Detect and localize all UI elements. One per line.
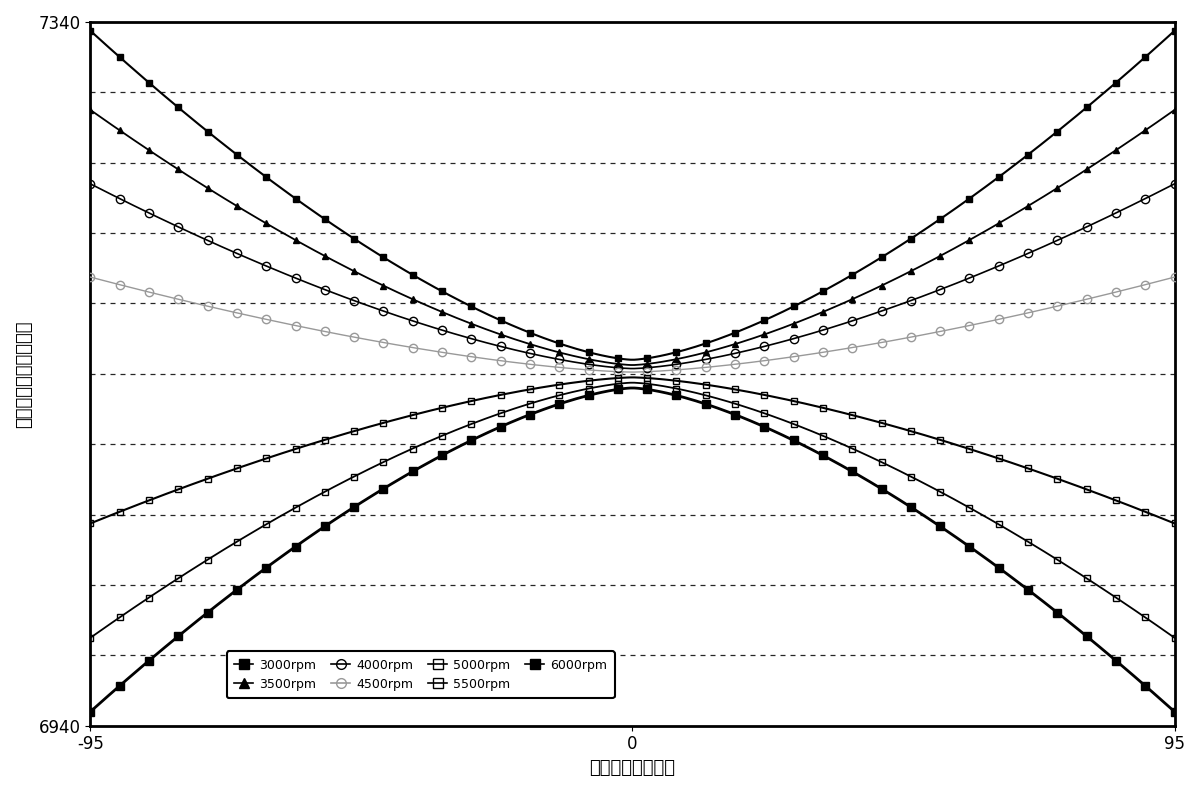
Y-axis label: 光阻胶层的厚度（埃）: 光阻胶层的厚度（埃）: [14, 320, 34, 428]
Legend: 3000rpm, 3500rpm, 4000rpm, 4500rpm, 5000rpm, 5500rpm, 6000rpm: 3000rpm, 3500rpm, 4000rpm, 4500rpm, 5000…: [227, 651, 614, 699]
X-axis label: 晶片尺弄（毫米）: 晶片尺弄（毫米）: [589, 759, 676, 777]
